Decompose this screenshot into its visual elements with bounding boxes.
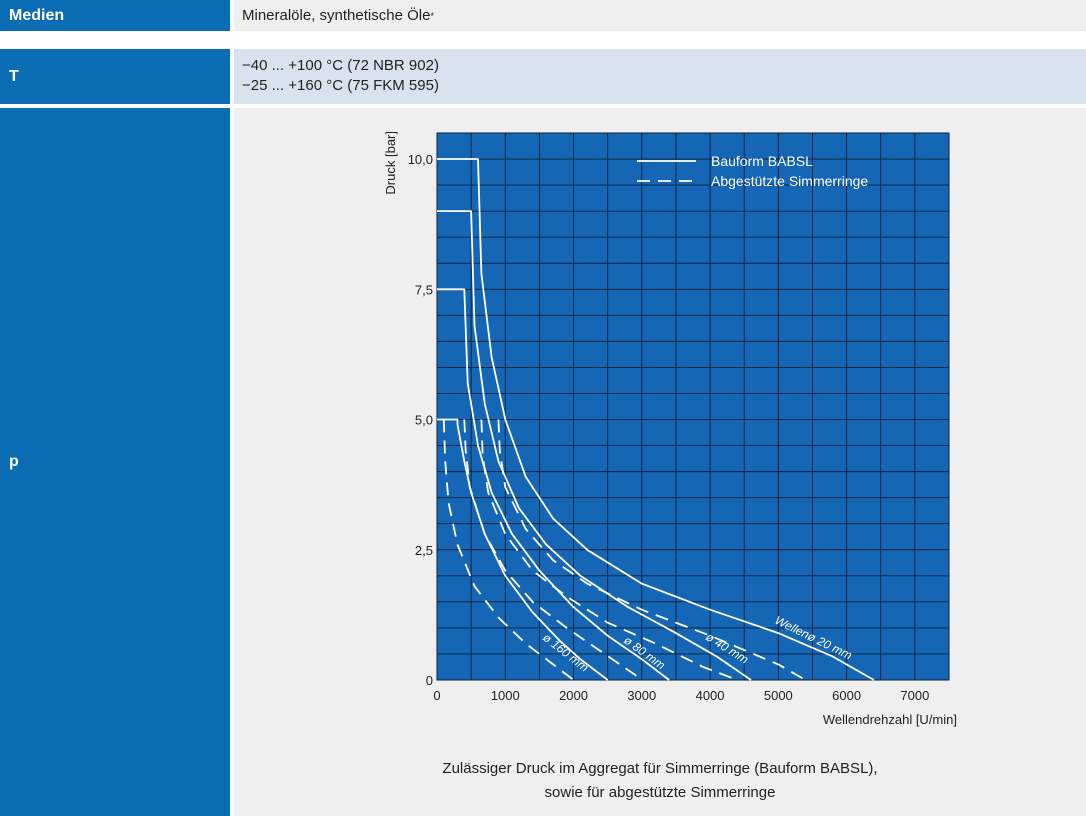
x-tick-label: 1000 xyxy=(491,688,520,703)
medien-value: Mineralöle, synthetische Öle * xyxy=(234,0,1086,31)
footnote-mark: * xyxy=(430,10,434,21)
x-tick-label: 7000 xyxy=(900,688,929,703)
series-line-solid xyxy=(437,288,670,681)
legend-label-babsl: Bauform BABSL xyxy=(711,153,813,169)
medien-value-text: Mineralöle, synthetische Öle xyxy=(242,7,431,24)
temperature-value: −40 ... +100 °C (72 NBR 902) −25 ... +16… xyxy=(234,49,1086,104)
caption-line-1: Zulässiger Druck im Aggregat für Simmerr… xyxy=(442,760,878,777)
temperature-row: T −40 ... +100 °C (72 NBR 902) −25 ... +… xyxy=(0,49,1086,104)
pressure-label: p xyxy=(0,108,230,816)
temperature-label: T xyxy=(0,49,230,104)
y-tick-label: 5,0 xyxy=(415,413,433,428)
medien-label: Medien xyxy=(0,0,230,31)
x-tick-label: 2000 xyxy=(559,688,588,703)
series-line-solid xyxy=(437,210,752,681)
y-tick-label: 10,0 xyxy=(408,152,433,167)
pressure-chart-panel: 0 1000 2000 3000 4000 5000 6000 7000 0 2,5 5,0 7,5 1… xyxy=(234,108,1086,816)
y-axis-label: Druck [bar] xyxy=(383,131,398,195)
series-line-dashed xyxy=(497,419,807,681)
temperature-line-fkm: −25 ... +160 °C (75 FKM 595) xyxy=(242,77,439,94)
x-axis-label: Wellendrehzahl [U/min] xyxy=(823,712,957,727)
x-tick-label: 5000 xyxy=(764,688,793,703)
legend-label-abgestuetzt: Abgestützte Simmerringe xyxy=(711,173,868,189)
x-tick-label: 3000 xyxy=(627,688,656,703)
plot-area xyxy=(437,133,949,680)
x-tick-label: 0 xyxy=(433,688,440,703)
plot-border xyxy=(436,132,950,681)
x-tick-label: 4000 xyxy=(696,688,725,703)
x-tick-label: 6000 xyxy=(832,688,861,703)
y-tick-label: 7,5 xyxy=(415,282,433,297)
pressure-row: p 0 1000 2000 3000 4000 5000 6000 7000 0 2,5 5,0 7,… xyxy=(0,108,1086,816)
chart-caption: Zulässiger Druck im Aggregat für Simmerr… xyxy=(234,757,1086,805)
y-tick-label: 0 xyxy=(426,673,433,688)
medien-row: Medien Mineralöle, synthetische Öle * xyxy=(0,0,1086,31)
series-line-solid xyxy=(437,158,875,681)
series-line-dashed xyxy=(463,419,643,681)
caption-line-2: sowie für abgestützte Simmerringe xyxy=(544,784,776,801)
y-tick-label: 2,5 xyxy=(415,543,433,558)
series-line-dashed xyxy=(442,419,575,681)
series-line-dashed xyxy=(480,419,738,681)
temperature-line-nbr: −40 ... +100 °C (72 NBR 902) xyxy=(242,57,439,74)
pressure-chart: 0 1000 2000 3000 4000 5000 6000 7000 0 2,5 5,0 7,5 1… xyxy=(383,131,957,727)
